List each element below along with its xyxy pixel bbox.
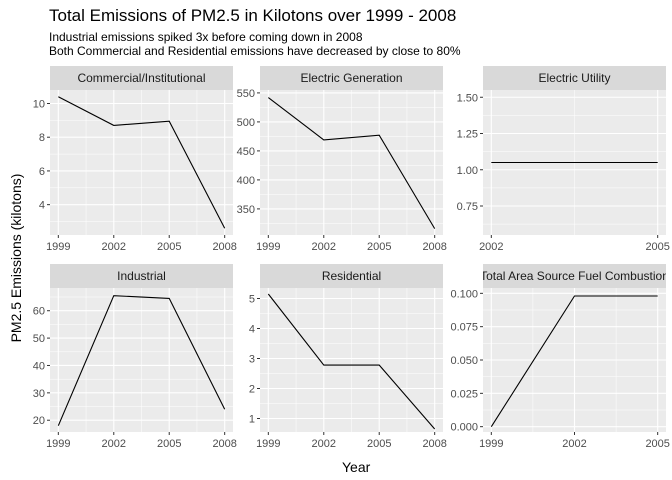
y-tick-label: 10 (33, 98, 45, 110)
y-tick-label: 400 (237, 175, 255, 187)
y-tick-label: 0.75 (457, 201, 478, 213)
y-tick-label: 20 (33, 415, 45, 427)
x-tick-label: 2005 (367, 241, 391, 253)
facet-strip-label: Electric Utility (538, 71, 610, 85)
y-tick-label: 50 (33, 333, 45, 345)
x-tick-label: 2008 (422, 438, 446, 450)
x-tick-label: 2002 (312, 438, 336, 450)
facet-panel: Industrial 1999 2002 2005 2008 20 30 40 50 60 (33, 264, 237, 450)
x-tick-label: 2002 (102, 241, 126, 253)
facet-strip-label: Industrial (117, 269, 166, 283)
y-tick-label: 6 (39, 166, 45, 178)
x-tick-label: 2005 (157, 241, 181, 253)
facet-strip-label: Residential (322, 269, 381, 283)
series-line (57, 295, 226, 426)
facet-strip-label: Electric Generation (300, 71, 402, 85)
x-tick-label: 2002 (562, 438, 586, 450)
x-tick-label: 2002 (479, 241, 503, 253)
x-tick-label: 2008 (212, 438, 236, 450)
x-tick-label: 1999 (256, 241, 280, 253)
y-tick-label: 0.075 (450, 322, 478, 334)
x-tick-label: 2008 (422, 241, 446, 253)
facet-strip-label: Commercial/Institutional (77, 71, 205, 85)
y-tick-label: 1.50 (457, 92, 478, 104)
x-tick-label: 2008 (212, 241, 236, 253)
y-tick-label: 3 (249, 354, 255, 366)
facet-panel: Electric Generation 1999 2002 2005 2008 350 40… (237, 66, 447, 253)
x-tick-label: 1999 (46, 241, 70, 253)
series-line (490, 295, 658, 427)
x-axis-title: Year (342, 459, 371, 475)
x-tick-label: 1999 (46, 438, 70, 450)
y-tick-label: 40 (33, 360, 45, 372)
facet-panel: Residential 1999 2002 2005 2008 1 2 3 4 5 (249, 264, 447, 450)
y-tick-label: 4 (39, 200, 45, 212)
x-tick-label: 1999 (256, 438, 280, 450)
x-tick-label: 1999 (479, 438, 503, 450)
facet-panel: Electric Utility 2002 2005 0.75 1.00 1.25 1.50 (457, 66, 670, 253)
y-tick-label: 500 (237, 117, 255, 129)
y-tick-label: 350 (237, 204, 255, 216)
chart-subtitle-1: Industrial emissions spiked 3x before co… (49, 30, 363, 44)
y-tick-label: 0.025 (450, 388, 478, 400)
facet-strip (483, 264, 666, 288)
chart-title: Total Emissions of PM2.5 in Kilotons ove… (49, 6, 457, 25)
y-tick-label: 550 (237, 88, 255, 100)
x-tick-label: 2005 (645, 241, 669, 253)
facet-strip (483, 66, 666, 90)
facet-strip (260, 264, 443, 288)
facet-strip (260, 66, 443, 90)
facet-strip (50, 264, 233, 288)
y-tick-label: 1.25 (457, 129, 478, 141)
y-tick-label: 8 (39, 132, 45, 144)
facet-panel: Commercial/Institutional 1999 2002 2005 2008… (33, 66, 237, 253)
y-tick-label: 2 (249, 384, 255, 396)
series-line (267, 97, 436, 229)
y-tick-label: 0.100 (450, 288, 478, 300)
x-tick-label: 2005 (645, 438, 669, 450)
series-line (267, 293, 436, 430)
y-tick-label: 1 (249, 414, 255, 426)
y-tick-label: 5 (249, 294, 255, 306)
x-tick-label: 2005 (367, 438, 391, 450)
x-tick-label: 2005 (157, 438, 181, 450)
facet-strip (50, 66, 233, 90)
y-tick-label: 4 (249, 324, 255, 336)
y-tick-label: 60 (33, 306, 45, 318)
y-tick-label: 1.00 (457, 165, 478, 177)
y-tick-label: 450 (237, 146, 255, 158)
y-tick-label: 0.050 (450, 355, 478, 367)
chart-subtitle-2: Both Commercial and Residential emission… (49, 44, 461, 58)
x-tick-label: 2002 (312, 241, 336, 253)
facet-strip-label: Total Area Source Fuel Combustion (480, 269, 669, 283)
facet-panel: Total Area Source Fuel Combustion 1999 200… (450, 264, 670, 450)
y-tick-label: 30 (33, 388, 45, 400)
y-tick-label: 0.000 (450, 422, 478, 434)
series-line (58, 96, 226, 229)
x-tick-label: 2002 (102, 438, 126, 450)
